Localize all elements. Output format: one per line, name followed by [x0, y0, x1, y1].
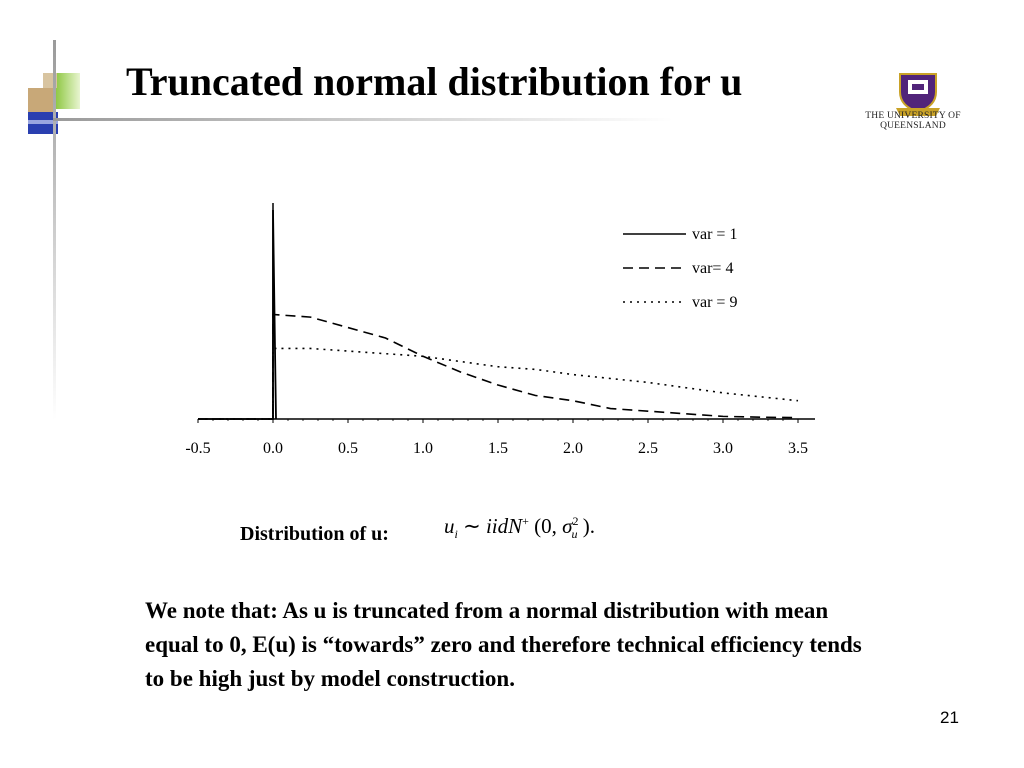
legend-label-3: var = 9 [692, 294, 737, 311]
x-tick-label: 3.5 [788, 440, 808, 457]
corner-green-square [55, 73, 80, 109]
university-crest-icon [896, 73, 940, 116]
formula-args-close: ). [582, 514, 596, 538]
x-tick-label: 2.0 [563, 440, 583, 457]
x-tick-label: 2.5 [638, 440, 658, 457]
formula-sigma-sup: 2 [572, 514, 579, 528]
x-tick-label: 1.5 [488, 440, 508, 457]
series-line-3 [198, 347, 799, 420]
x-tick-label: 3.0 [713, 440, 733, 457]
legend-label-1: var = 1 [692, 226, 737, 243]
formula-iid: iidN [485, 514, 523, 538]
x-tick-label: 1.0 [413, 440, 433, 457]
formula-lhs-sub: i [454, 527, 458, 542]
page-number: 21 [940, 708, 959, 727]
x-tick-label: 0.5 [338, 440, 358, 457]
legend: var = 1 var= 4 var = 9 [623, 226, 737, 311]
series-line-1 [198, 209, 277, 420]
legend-label-2: var= 4 [692, 260, 733, 277]
vertical-rule [53, 40, 56, 420]
formula-lhs: u [444, 514, 455, 538]
horizontal-rule [53, 118, 673, 121]
series-layer [198, 209, 799, 420]
corner-tan-square [28, 88, 55, 112]
university-name: THE UNIVERSITY OF QUEENSLAND [865, 111, 961, 131]
formula-iid-sup: + [522, 514, 529, 528]
formula-relation: ∼ [463, 514, 481, 538]
distribution-label: Distribution of u: [240, 523, 389, 545]
x-axis-ticks: -0.5 0.0 0.5 1.0 1.5 2.0 2.5 3.0 3.5 [185, 419, 808, 457]
distribution-formula: ui ∼ iidN+ (0, σ2u ). [444, 514, 595, 554]
corner-blue-stripe [28, 120, 58, 124]
formula-sigma: σ [562, 514, 573, 538]
formula-sigma-sub: u [571, 527, 578, 542]
page-title: Truncated normal distribution for u [126, 59, 743, 104]
x-tick-label: 0.0 [263, 440, 283, 457]
x-tick-label: -0.5 [185, 440, 210, 457]
note-paragraph: We note that: As u is truncated from a n… [145, 598, 862, 691]
formula-args-open: (0, [534, 514, 557, 538]
series-line-2 [198, 313, 799, 420]
